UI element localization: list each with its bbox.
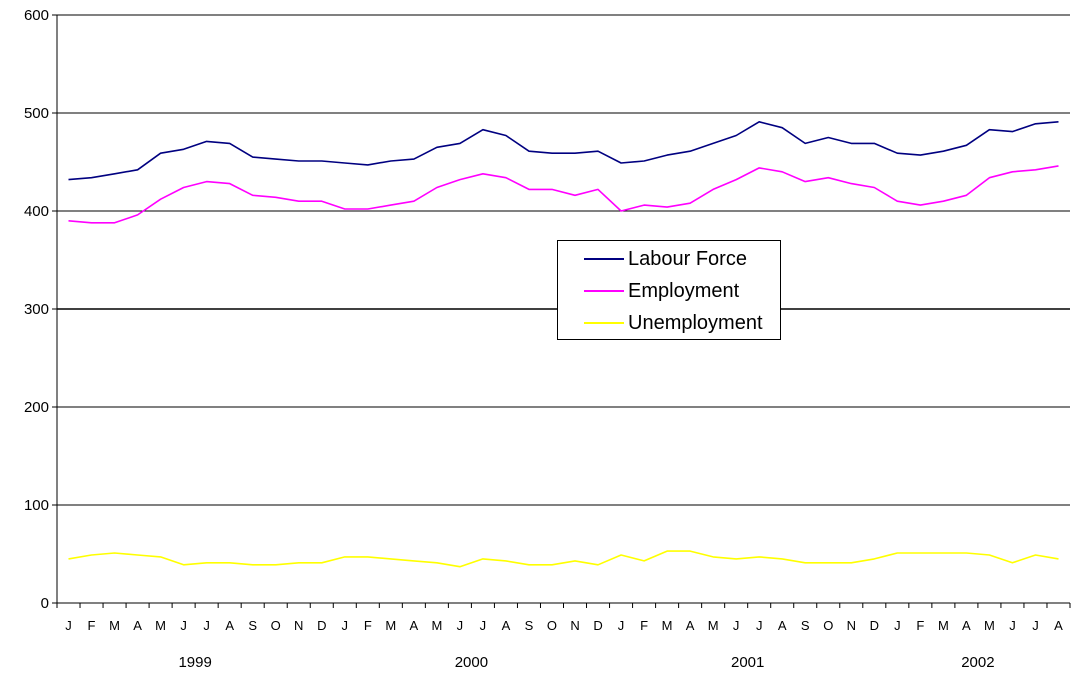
x-tick-label: F: [916, 618, 924, 633]
x-tick-label: M: [109, 618, 120, 633]
legend-swatch-labour-force: [584, 258, 624, 260]
x-tick-label: F: [364, 618, 372, 633]
x-tick-label: A: [1054, 618, 1063, 633]
x-tick-label: M: [984, 618, 995, 633]
x-tick-label: J: [480, 618, 487, 633]
x-tick-label: J: [342, 618, 349, 633]
x-tick-label: D: [317, 618, 326, 633]
y-tick-label: 100: [24, 497, 49, 514]
x-tick-label: A: [225, 618, 234, 633]
x-tick-label: A: [410, 618, 419, 633]
y-tick-label: 200: [24, 399, 49, 416]
x-tick-label: S: [801, 618, 810, 633]
y-axis: 0 100 200 300 400 500 600: [24, 7, 58, 612]
x-tick-label: M: [938, 618, 949, 633]
legend-swatch-employment: [584, 290, 624, 292]
series-line-unemployment: [68, 550, 1059, 568]
year-label: 2002: [961, 654, 994, 671]
x-tick-label: A: [502, 618, 511, 633]
x-tick-label: M: [155, 618, 166, 633]
x-tick-label: J: [65, 618, 72, 633]
x-tick-label: O: [547, 618, 557, 633]
series-line-labour-force: [68, 121, 1059, 181]
x-tick-label: J: [733, 618, 740, 633]
x-tick-label: D: [593, 618, 602, 633]
x-tick-label: A: [962, 618, 971, 633]
x-tick-label: N: [847, 618, 856, 633]
legend-item-unemployment: Unemployment: [584, 311, 763, 335]
x-tick-label: S: [248, 618, 257, 633]
y-tick-label: 500: [24, 105, 49, 122]
year-label: 2001: [731, 654, 764, 671]
legend: Labour Force Employment Unemployment: [557, 240, 781, 340]
x-tick-label: N: [294, 618, 303, 633]
x-tick-label: D: [870, 618, 879, 633]
x-tick-label: S: [525, 618, 534, 633]
y-tick-label: 300: [24, 301, 49, 318]
x-tick-label: J: [756, 618, 763, 633]
x-tick-label: J: [618, 618, 625, 633]
x-tick-label: A: [686, 618, 695, 633]
x-tick-label: O: [823, 618, 833, 633]
x-tick-label: J: [457, 618, 464, 633]
y-tick-label: 0: [41, 595, 49, 612]
x-tick-label: J: [180, 618, 187, 633]
legend-swatch-unemployment: [584, 322, 624, 324]
x-tick-label: J: [1009, 618, 1016, 633]
legend-item-labour-force: Labour Force: [584, 247, 747, 271]
series-line-employment: [68, 165, 1059, 224]
y-tick-label: 600: [24, 7, 49, 24]
x-tick-label: J: [1032, 618, 1039, 633]
year-label: 1999: [178, 654, 211, 671]
y-tick-label: 400: [24, 203, 49, 220]
x-tick-label: M: [385, 618, 396, 633]
x-tick-label: A: [778, 618, 787, 633]
x-tick-label: O: [271, 618, 281, 633]
x-tick-label: J: [894, 618, 901, 633]
year-label: 2000: [455, 654, 488, 671]
x-tick-label: J: [203, 618, 210, 633]
x-tick-label: A: [133, 618, 142, 633]
legend-label-unemployment: Unemployment: [628, 311, 763, 334]
legend-label-employment: Employment: [628, 279, 740, 302]
legend-item-employment: Employment: [584, 279, 739, 303]
series-lines: [68, 121, 1059, 568]
x-tick-label: F: [640, 618, 648, 633]
x-tick-label: M: [708, 618, 719, 633]
legend-label-labour-force: Labour Force: [628, 247, 747, 270]
x-tick-label: N: [570, 618, 579, 633]
x-tick-label: M: [662, 618, 673, 633]
x-tick-label: M: [431, 618, 442, 633]
x-tick-label: F: [88, 618, 96, 633]
